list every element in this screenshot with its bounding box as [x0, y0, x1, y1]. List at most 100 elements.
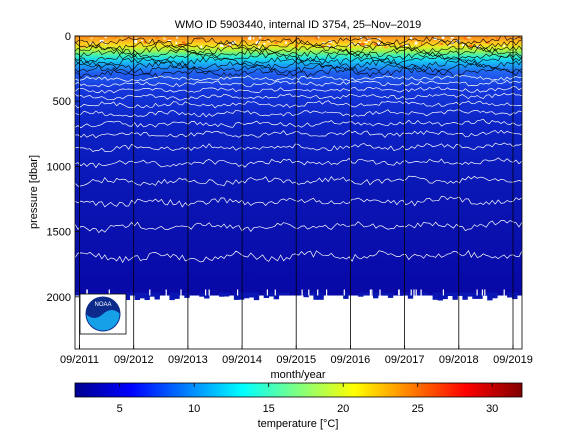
surface-speckle	[135, 37, 137, 39]
surface-speckle	[469, 44, 473, 48]
profile-bottom-fringe	[75, 289, 518, 301]
plot-area	[75, 36, 522, 349]
fringe-gap	[317, 289, 319, 296]
surface-speckle	[456, 40, 461, 43]
surface-speckle	[133, 40, 137, 43]
fringe-segment	[154, 292, 160, 300]
white-isotherm	[75, 109, 522, 118]
surface-speckle	[256, 43, 260, 47]
surface-speckle	[347, 44, 351, 47]
fringe-gap	[413, 289, 415, 296]
fringe-segment	[387, 292, 394, 298]
fringe-segment	[204, 292, 210, 299]
plot-frame	[74, 35, 523, 350]
colorbar-tick-label: 20	[337, 403, 349, 415]
fringe-gap	[398, 289, 400, 296]
black-isotherm	[75, 59, 522, 70]
fringe-segment	[343, 292, 349, 299]
surface-speckle	[181, 41, 186, 44]
surface-speckle	[237, 44, 239, 47]
surface-speckle	[253, 37, 255, 40]
surface-speckle	[243, 36, 246, 39]
surface-speckle	[90, 42, 93, 44]
fringe-segment	[238, 292, 245, 300]
surface-speckle	[431, 36, 434, 38]
fringe-segment	[442, 292, 448, 300]
surface-speckle	[328, 43, 331, 46]
white-isotherm	[75, 220, 522, 234]
surface-speckle	[436, 36, 439, 37]
fringe-segment	[139, 292, 145, 299]
fringe-gap	[86, 289, 88, 296]
fringe-segment	[243, 292, 250, 299]
surface-speckle	[163, 38, 166, 40]
surface-speckle	[513, 44, 516, 47]
surface-speckle	[315, 36, 318, 39]
surface-speckle	[97, 45, 101, 47]
surface-speckle	[259, 36, 262, 39]
fringe-gap	[343, 289, 345, 296]
surface-speckle	[84, 45, 88, 48]
fringe-segment	[273, 292, 280, 300]
fringe-segment	[437, 292, 443, 301]
surface-speckle	[200, 45, 203, 49]
y-axis-label: pressure [dbar]	[28, 155, 40, 229]
white-isotherm	[75, 250, 522, 264]
surface-speckle	[309, 41, 313, 44]
fringe-segment	[134, 292, 140, 300]
surface-speckle	[407, 42, 409, 44]
surface-speckle	[288, 39, 290, 43]
x-tick-label: 09/2017	[385, 354, 425, 366]
surface-speckle	[450, 39, 453, 41]
surface-speckle	[374, 43, 378, 46]
surface-speckle	[270, 40, 273, 43]
surface-speckle	[129, 38, 131, 40]
fringe-gap	[379, 289, 381, 296]
surface-speckle	[356, 44, 361, 46]
y-tick-label: 500	[53, 96, 71, 108]
fringe-segment	[417, 292, 424, 296]
fringe-segment	[174, 292, 180, 299]
fringe-gap	[371, 289, 373, 296]
surface-speckle	[285, 41, 287, 44]
x-axis-ticks: 09/2011 09/2012 09/2013 09/2014 09/2015 09/20…	[60, 345, 533, 366]
surface-speckle	[231, 41, 236, 44]
black-isotherms	[75, 36, 522, 79]
surface-speckle	[114, 36, 117, 39]
surface-speckle	[275, 41, 277, 43]
surface-speckle	[140, 39, 143, 42]
fringe-segment	[358, 292, 364, 297]
fringe-segment	[452, 292, 458, 300]
fringe-segment	[318, 292, 324, 300]
surface-speckle	[249, 36, 252, 39]
surface-speckle	[361, 37, 362, 40]
fringe-segment	[492, 292, 498, 299]
white-isotherm	[75, 85, 522, 94]
surface-speckle	[361, 43, 365, 46]
surface-speckle	[328, 40, 333, 43]
y-tick-label: 0	[65, 31, 71, 43]
colorbar-ticks: 5 10 15 20 25 30	[117, 383, 498, 415]
surface-speckle	[463, 36, 466, 40]
surface-speckle	[156, 36, 158, 39]
surface-speckle	[383, 40, 388, 42]
surface-speckle	[421, 42, 423, 46]
surface-speckle	[95, 37, 99, 40]
fringe-gap	[237, 289, 239, 296]
surface-speckle	[355, 36, 359, 38]
surface-speckle	[461, 44, 465, 46]
temperature-field	[75, 36, 522, 296]
surface-speckle	[270, 38, 274, 41]
fringe-segment	[512, 292, 518, 300]
fringe-segment	[184, 292, 190, 298]
surface-speckle	[224, 42, 227, 44]
fringe-segment	[363, 292, 369, 296]
fringe-gap	[326, 289, 328, 296]
surface-speckle	[104, 36, 107, 39]
fringe-segment	[144, 292, 150, 300]
surface-speckle	[441, 36, 445, 39]
fringe-gap	[180, 289, 182, 296]
white-isotherm	[75, 195, 522, 208]
surface-speckle	[414, 41, 418, 45]
